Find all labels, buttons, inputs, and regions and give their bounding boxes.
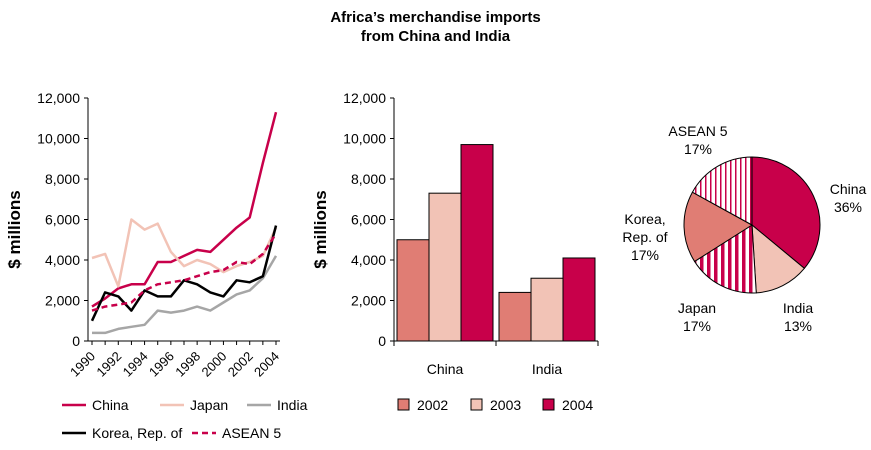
slice-label-line: 17% — [631, 247, 659, 263]
line-chart: 02,0004,0006,0008,00010,00012,0001990199… — [5, 90, 308, 441]
bar — [396, 239, 430, 342]
slice-label-line: ASEAN 5 — [668, 123, 727, 139]
x-tick-label: 2004 — [251, 349, 282, 380]
series-line-india — [92, 255, 278, 335]
pie-slice — [693, 224, 757, 294]
slice-label-line: 17% — [684, 141, 712, 157]
legend-swatch — [470, 398, 483, 411]
pie-slice — [751, 156, 821, 270]
x-tick-label: 2002 — [225, 349, 256, 380]
chart-title-line-2: from China and India — [360, 28, 511, 45]
x-tick-label: 1990 — [67, 349, 98, 380]
bar — [460, 144, 494, 342]
pie-slice — [691, 156, 753, 226]
y-tick-label: 6,000 — [351, 212, 386, 228]
x-tick-label: 1996 — [146, 349, 177, 380]
pie-chart: China 36% India 13% Japan 17% Korea, Rep. of 17%… — [622, 123, 866, 334]
legend-label: 2004 — [562, 397, 593, 413]
y-axis-label: $ millions — [5, 190, 24, 268]
y-tick-label: 10,000 — [343, 131, 386, 147]
y-tick-label: 4,000 — [351, 252, 386, 268]
legend-label: Korea, Rep. of — [92, 425, 182, 441]
x-tick-label: 1998 — [172, 349, 203, 380]
y-tick-label: 8,000 — [45, 171, 80, 187]
legend-label: ASEAN 5 — [222, 425, 281, 441]
slice-label-line: 36% — [834, 199, 862, 215]
pie-slice — [751, 223, 806, 294]
legend-label: 2002 — [417, 397, 448, 413]
slice-label-line: Japan — [678, 300, 716, 316]
y-tick-label: 0 — [378, 333, 386, 349]
legend-label: 2003 — [490, 397, 521, 413]
y-tick-label: 12,000 — [37, 90, 80, 106]
slice-label-line: 17% — [683, 318, 711, 334]
pie-slice — [683, 191, 753, 263]
legend-label: India — [277, 397, 308, 413]
slice-label-line: India — [783, 300, 814, 316]
bar-chart: 0 2,000 4,000 6,000 8,000 10,000 12,000 $ milli… — [311, 90, 599, 413]
bar — [428, 192, 462, 342]
x-tick-label: 1992 — [93, 349, 124, 380]
series-line-japan — [91, 218, 278, 288]
legend-label: Japan — [190, 397, 228, 413]
y-tick-label: 6,000 — [45, 212, 80, 228]
chart-title: Africa’s merchandise imports from China … — [0, 8, 871, 46]
x-tick-label: 1994 — [120, 349, 151, 380]
y-tick-label: 8,000 — [351, 171, 386, 187]
slice-label-line: Rep. of — [622, 229, 667, 245]
x-tick-label: 2000 — [198, 349, 229, 380]
slice-label: India 13% — [783, 300, 814, 334]
legend-label: China — [92, 397, 129, 413]
legend-swatch — [542, 398, 555, 411]
chart-title-line-1: Africa’s merchandise imports — [330, 9, 541, 26]
series-line-korea-rep-of — [90, 225, 278, 322]
bar — [562, 257, 596, 342]
slice-label: China 36% — [830, 181, 867, 215]
y-tick-label: 2,000 — [45, 293, 80, 309]
bar — [498, 291, 532, 342]
y-tick-label: 4,000 — [45, 252, 80, 268]
legend-swatch — [397, 398, 410, 411]
category-label: India — [532, 361, 563, 377]
slice-label: Japan 17% — [678, 300, 716, 334]
bar — [530, 277, 564, 342]
slice-label-line: China — [830, 181, 867, 197]
category-label: China — [427, 361, 464, 377]
slice-label-line: Korea, — [624, 211, 665, 227]
y-tick-label: 2,000 — [351, 293, 386, 309]
series-line-china — [91, 111, 278, 308]
slice-label-line: 13% — [784, 318, 812, 334]
y-tick-label: 12,000 — [343, 90, 386, 106]
y-tick-label: 10,000 — [37, 131, 80, 147]
slice-label: Korea, Rep. of 17% — [622, 211, 667, 263]
series-line-asean-5 — [91, 233, 278, 312]
y-axis-label: $ millions — [311, 190, 330, 268]
y-tick-label: 0 — [72, 333, 80, 349]
slice-label: ASEAN 5 17% — [668, 123, 727, 157]
